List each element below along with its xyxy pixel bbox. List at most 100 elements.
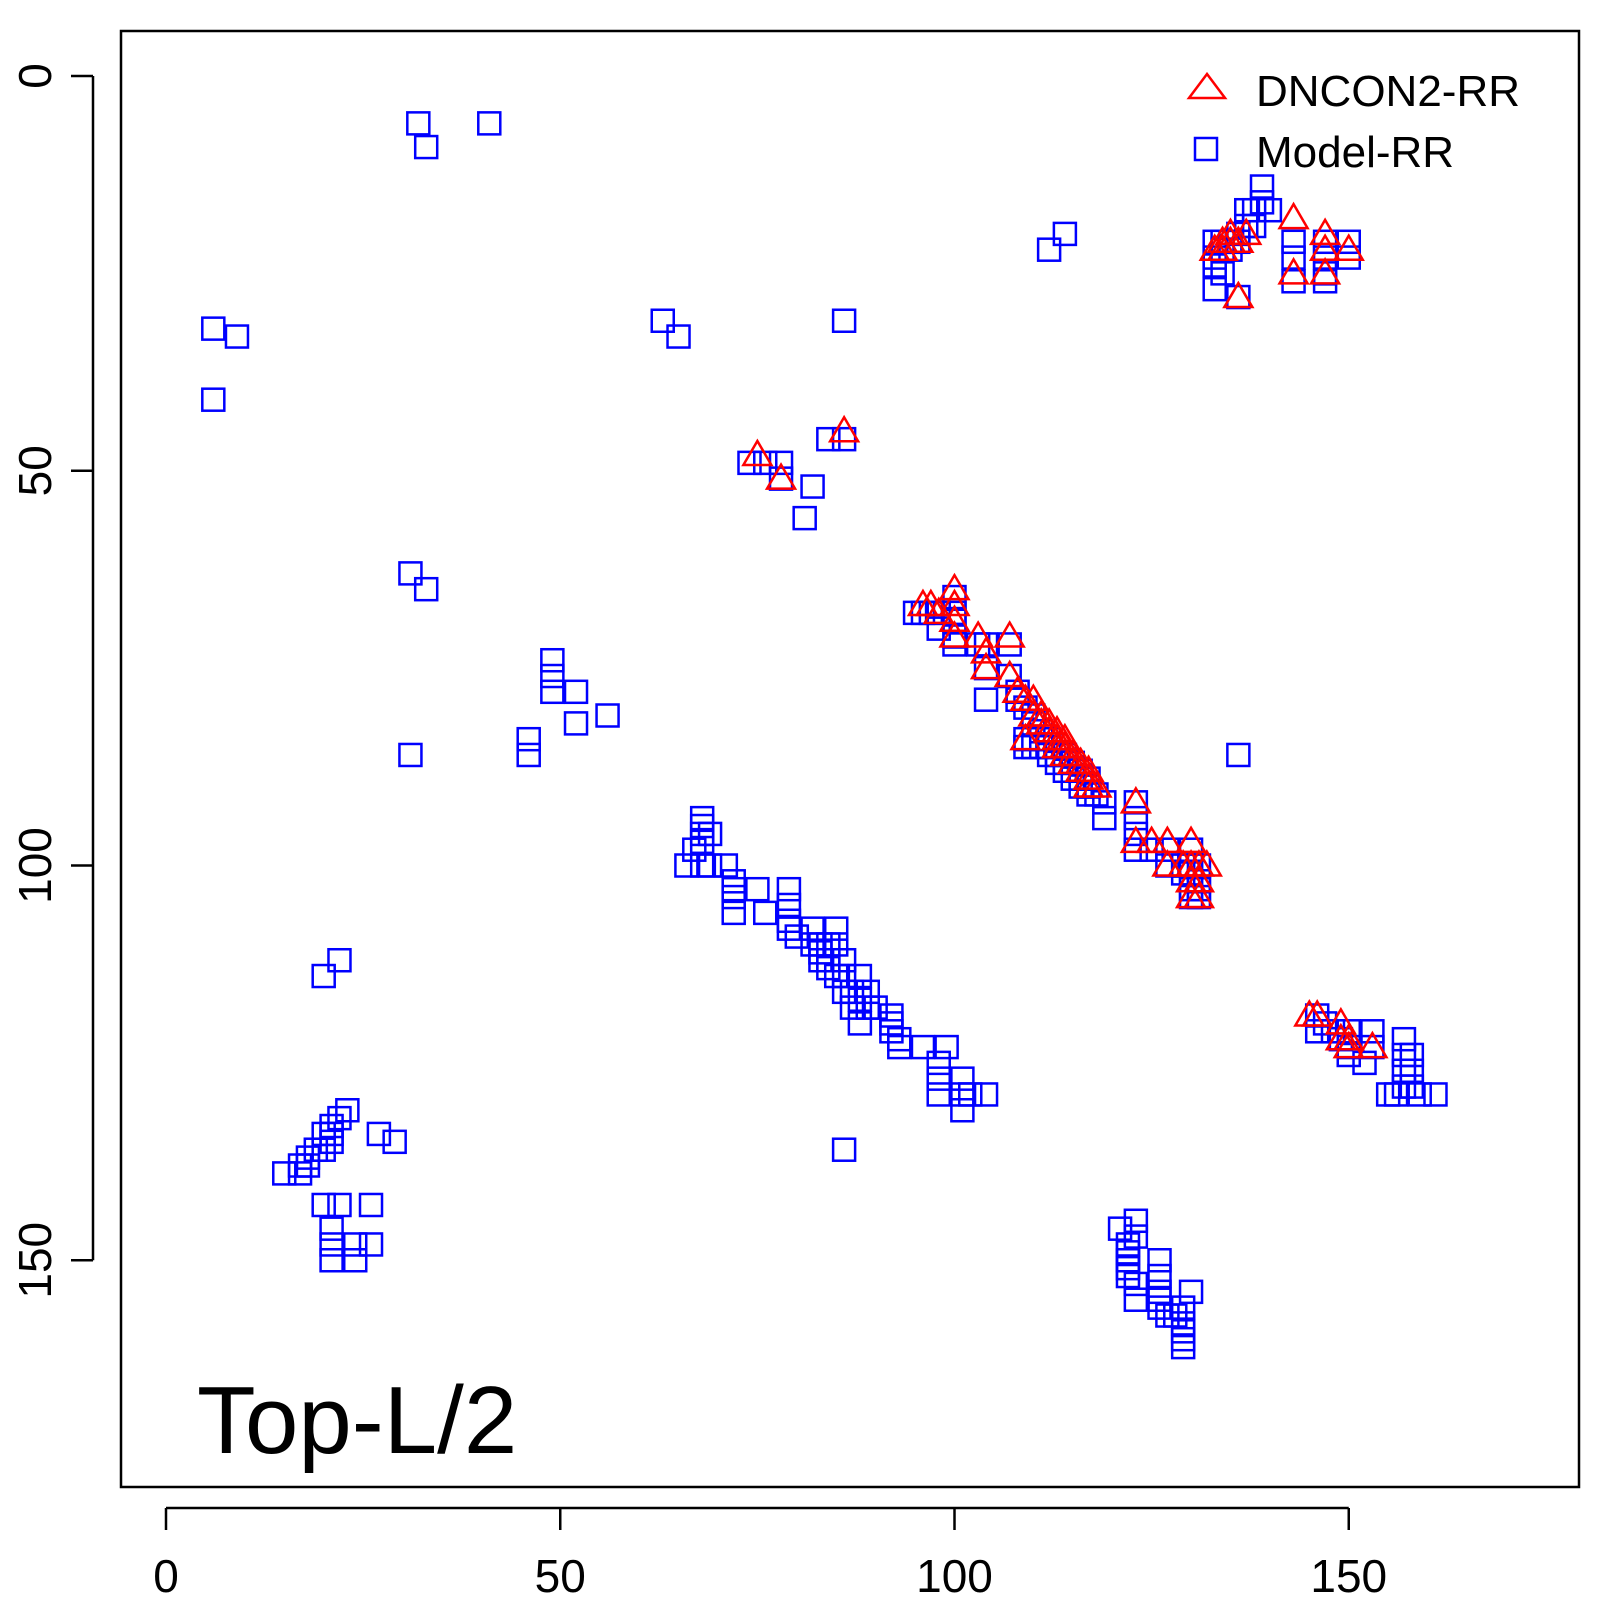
point-dncon2-rr	[1222, 225, 1255, 254]
point-model-rr	[319, 1129, 344, 1155]
point-dncon2-rr	[1277, 201, 1310, 230]
point-model-rr	[1210, 261, 1235, 286]
point-model-rr	[831, 426, 857, 452]
point-dncon2-rr	[1190, 849, 1223, 877]
point-model-rr	[1092, 790, 1117, 815]
point-model-rr	[1036, 237, 1062, 262]
point-model-rr	[808, 947, 833, 973]
point-model-rr	[1399, 1074, 1425, 1099]
point-model-rr	[745, 876, 770, 902]
point-dncon2-rr	[741, 438, 774, 467]
point-model-rr	[540, 647, 565, 673]
point-dncon2-rr	[1222, 280, 1255, 309]
point-model-rr	[1399, 1058, 1425, 1084]
point-dncon2-rr	[1356, 1030, 1389, 1059]
point-model-rr	[1123, 1208, 1149, 1234]
point-model-rr	[1375, 1082, 1401, 1107]
point-model-rr	[287, 1153, 313, 1178]
point-model-rr	[1352, 1050, 1377, 1076]
point-dncon2-rr	[1072, 754, 1105, 783]
point-model-rr	[926, 1082, 951, 1107]
point-model-rr	[1170, 1326, 1196, 1352]
point-model-rr	[516, 742, 541, 768]
point-model-rr	[327, 1192, 352, 1218]
point-model-rr	[1170, 1334, 1196, 1360]
point-model-rr	[1107, 1216, 1133, 1241]
point-dncon2-rr	[1017, 683, 1050, 711]
legend-triangle-marker	[1186, 71, 1228, 100]
point-model-rr	[327, 1105, 352, 1131]
point-dncon2-rr	[1072, 762, 1105, 790]
point-dncon2-rr	[1032, 706, 1066, 735]
point-model-rr	[879, 1019, 904, 1044]
point-model-rr	[689, 813, 715, 839]
point-dncon2-rr	[1277, 256, 1310, 285]
point-model-rr	[1391, 1026, 1417, 1052]
point-dncon2-rr	[1151, 849, 1184, 877]
point-dncon2-rr	[1308, 256, 1342, 285]
point-model-rr	[1092, 805, 1117, 831]
point-model-rr	[831, 308, 857, 333]
point-dncon2-rr	[938, 588, 971, 617]
point-model-rr	[887, 1034, 912, 1060]
point-model-rr	[926, 1066, 951, 1091]
point-model-rr	[808, 932, 833, 957]
point-model-rr	[201, 387, 226, 412]
point-model-rr	[950, 1082, 975, 1107]
point-model-rr	[776, 892, 802, 918]
x-tick-label: 0	[153, 1550, 179, 1600]
point-model-rr	[1155, 1303, 1180, 1328]
point-model-rr	[863, 995, 888, 1020]
point-dncon2-rr	[969, 651, 1003, 680]
point-model-rr	[398, 742, 423, 768]
point-model-rr	[816, 955, 841, 981]
point-dncon2-rr	[1230, 217, 1263, 246]
point-dncon2-rr	[1332, 233, 1365, 261]
points-layer	[201, 111, 1448, 1360]
point-model-rr	[342, 1232, 368, 1257]
point-model-rr	[808, 940, 833, 965]
point-model-rr	[721, 884, 746, 910]
point-model-rr	[1391, 1042, 1417, 1068]
x-tick-label: 100	[916, 1550, 993, 1600]
point-dncon2-rr	[1048, 730, 1082, 759]
point-model-rr	[1115, 1232, 1141, 1257]
legend-square-marker	[1193, 136, 1219, 162]
point-dncon2-rr	[1206, 233, 1239, 261]
point-model-rr	[272, 1161, 297, 1186]
point-model-rr	[540, 663, 565, 689]
point-model-rr	[973, 1082, 999, 1107]
point-model-rr	[847, 963, 873, 989]
point-dncon2-rr	[1324, 1006, 1358, 1035]
point-model-rr	[792, 505, 817, 531]
point-model-rr	[958, 1082, 983, 1107]
point-dncon2-rr	[1025, 699, 1058, 727]
point-model-rr	[1123, 1224, 1149, 1249]
point-model-rr	[1399, 1042, 1425, 1068]
point-model-rr	[831, 947, 857, 973]
point-dncon2-rr	[1135, 825, 1168, 854]
point-model-rr	[721, 876, 746, 902]
point-model-rr	[879, 1003, 904, 1028]
point-model-rr	[406, 111, 431, 136]
point-model-rr	[477, 111, 502, 136]
point-model-rr	[973, 687, 999, 712]
point-model-rr	[358, 1232, 384, 1257]
point-model-rr	[689, 805, 715, 831]
point-model-rr	[682, 837, 707, 862]
point-model-rr	[335, 1097, 360, 1123]
point-model-rr	[1123, 1271, 1149, 1297]
point-dncon2-rr	[914, 588, 948, 617]
point-dncon2-rr	[1080, 770, 1113, 798]
point-dncon2-rr	[938, 620, 971, 648]
point-model-rr	[1249, 174, 1275, 199]
point-dncon2-rr	[1301, 999, 1334, 1027]
point-model-rr	[1407, 1082, 1432, 1107]
point-model-rr	[319, 1216, 344, 1241]
x-tick-label: 150	[1310, 1550, 1387, 1600]
point-model-rr	[666, 324, 691, 349]
point-model-rr	[1115, 1263, 1141, 1289]
point-model-rr	[595, 703, 620, 728]
point-model-rr	[800, 932, 825, 957]
